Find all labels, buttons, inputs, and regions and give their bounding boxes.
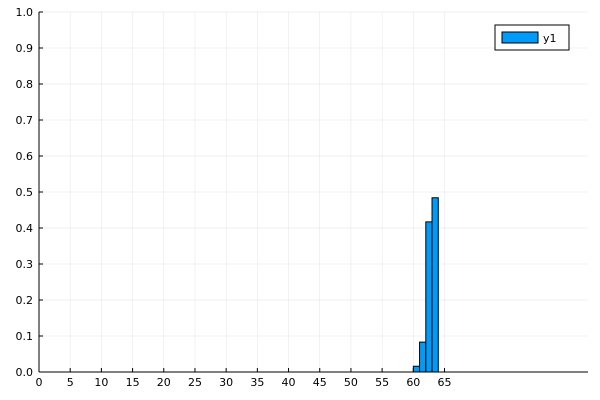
legend-swatch-y1 [501, 31, 539, 44]
y-tick-label: 0.9 [16, 42, 34, 55]
x-tick-label: 20 [157, 376, 171, 389]
axes [38, 11, 588, 373]
bar-60 [412, 365, 421, 373]
y-tick-label: 0.4 [16, 222, 34, 235]
x-tick-label: 5 [67, 376, 74, 389]
y-tick-label: 0.8 [16, 78, 34, 91]
x-tick-label: 15 [126, 376, 140, 389]
x-tick-label: 40 [282, 376, 296, 389]
x-tick-label: 35 [250, 376, 264, 389]
x-tick-label: 55 [375, 376, 389, 389]
x-tick-label: 45 [313, 376, 327, 389]
legend: y1 [494, 24, 570, 51]
y-tick-label: 0.1 [16, 330, 34, 343]
y-tick-label: 0.6 [16, 150, 34, 163]
x-tick-label: 30 [219, 376, 233, 389]
grid-lines [38, 11, 588, 373]
x-tick-label: 25 [188, 376, 202, 389]
y-tick-label: 0.0 [16, 366, 34, 379]
x-tick-label: 10 [94, 376, 108, 389]
bar-62 [425, 221, 433, 373]
bars [412, 197, 439, 373]
y-tick-label: 0.2 [16, 294, 34, 307]
bar-61 [419, 341, 427, 373]
y-tick-label: 0.3 [16, 258, 34, 271]
y-tick-label: 1.0 [16, 6, 34, 19]
legend-label-y1: y1 [543, 32, 557, 45]
x-tick-label: 50 [344, 376, 358, 389]
x-tick-label: 65 [438, 376, 452, 389]
tick-labels: 0 5 10 15 20 25 30 35 40 45 50 55 60 65 0.0 0.1 0.2 0.3 0.… [16, 6, 452, 389]
x-tick-label: 60 [406, 376, 420, 389]
y-tick-label: 0.7 [16, 114, 34, 127]
x-tick-label: 0 [36, 376, 43, 389]
y-tick-label: 0.5 [16, 186, 34, 199]
bar-63 [431, 197, 439, 373]
